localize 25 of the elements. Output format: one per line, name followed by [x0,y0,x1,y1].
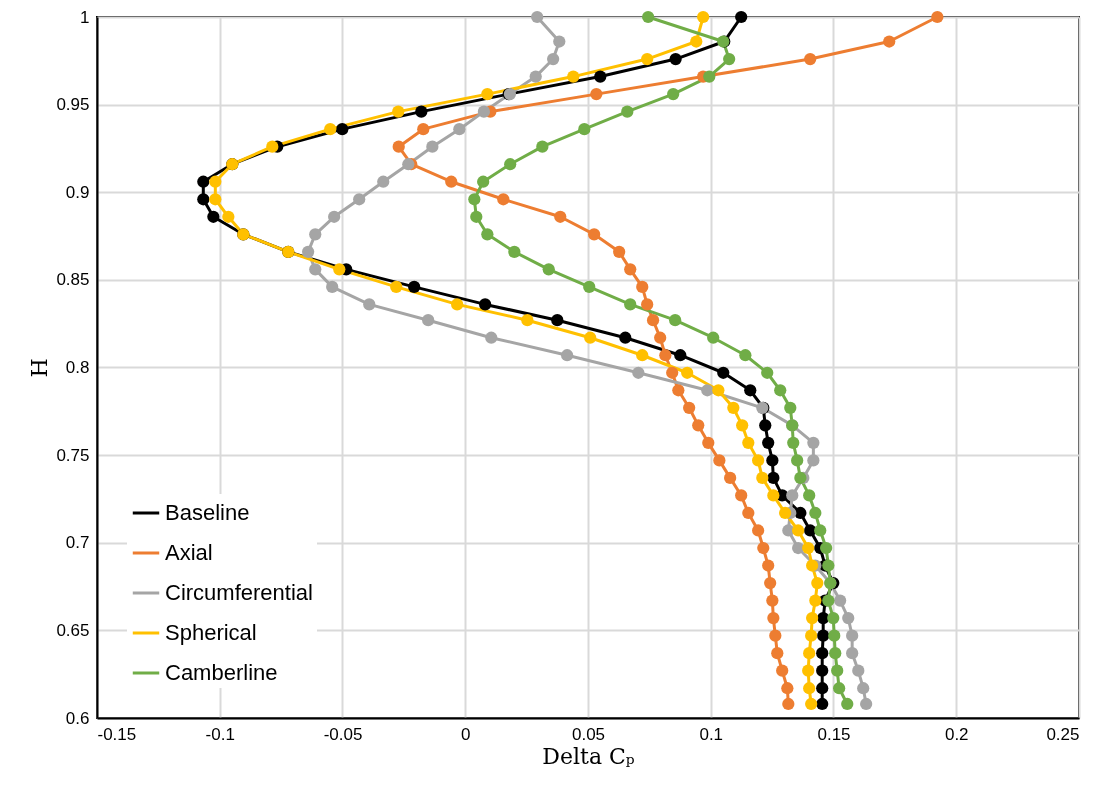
y-tick-label: 0.9 [65,182,90,202]
y-tick-label: 0.8 [65,358,90,377]
x-tick-label: -0.05 [323,724,363,744]
legend-label: Spherical [165,620,257,645]
y-tick-label: 0.95 [56,95,90,115]
y-axis-title: H [27,358,53,378]
y-tick-label: 1 [80,7,90,27]
y-tick-label: 0.7 [65,533,90,553]
x-tick-label: 0.15 [817,724,851,744]
y-tick-label: 0.65 [56,620,90,640]
legend-label: Axial [165,540,213,565]
x-tick-label: 0.25 [1046,724,1080,744]
legend-label: Baseline [165,500,250,525]
x-axis-title: Delta Cₚ [542,743,635,769]
x-tick-label: -0.15 [97,724,137,744]
x-tick-label: 0 [461,724,471,744]
x-tick-label: -0.1 [205,724,235,744]
x-tick-label: 0.2 [944,724,969,744]
y-tick-label: 0.6 [65,708,90,728]
y-tick-label: 0.85 [56,270,90,290]
legend-label: Camberline [165,660,278,685]
x-tick-label: 0.1 [699,724,724,744]
y-tick-label: 0.75 [56,445,90,465]
legend-label: Circumferential [165,580,313,605]
x-tick-label: 0.05 [571,724,606,744]
